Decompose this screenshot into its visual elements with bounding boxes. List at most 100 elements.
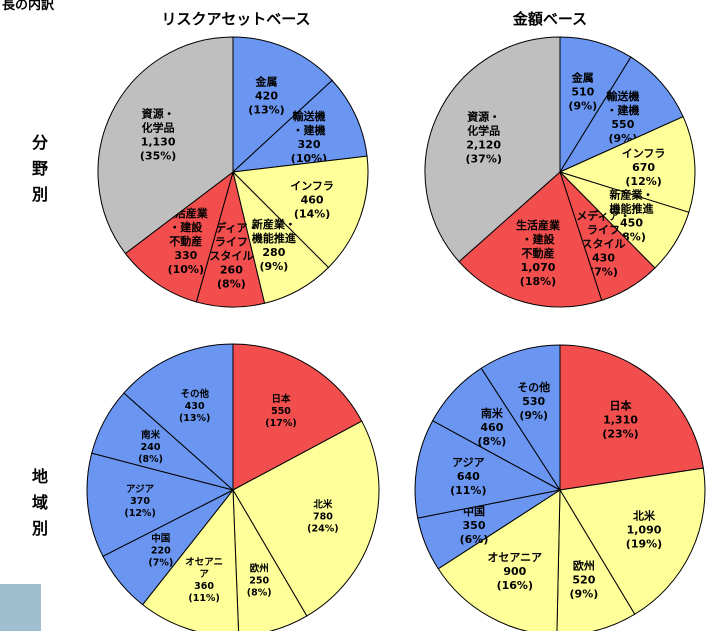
- slice-label-text: 欧州: [573, 559, 595, 573]
- pie-slice: [480, 344, 561, 492]
- column-title-amount: 金額ベース: [512, 10, 588, 28]
- pie-slice: [558, 56, 684, 174]
- slice-label-text: ・建設: [169, 220, 203, 234]
- slice-label-text: 320: [298, 138, 321, 151]
- slice-label-text: (13%): [179, 413, 210, 424]
- slice-label-text: 450: [620, 217, 643, 230]
- slice-label-text: 北米: [313, 498, 333, 510]
- slice-label-text: 260: [220, 264, 243, 277]
- slice-label-text: インフラ: [290, 179, 334, 192]
- slice-label-text: (12%): [625, 175, 661, 188]
- slice-label-text: 430: [592, 252, 615, 265]
- slice-label-text: 530: [522, 395, 545, 408]
- slice-label-text: (9%): [570, 588, 599, 601]
- slice-label-text: 機能推進: [610, 202, 655, 216]
- column-title-risk-asset: リスクアセットベース: [161, 10, 311, 28]
- pie-slice: [97, 36, 234, 255]
- slice-label-text: (23%): [602, 428, 638, 441]
- slice-label-text: 南米: [141, 429, 161, 441]
- slice-label-text: 2,120: [466, 139, 501, 152]
- slice-label-text: 資源・: [467, 110, 500, 124]
- slice-label-text: 550: [611, 118, 634, 131]
- slice-label-text: (7%): [148, 557, 173, 568]
- slice-label-text: (14%): [294, 207, 330, 220]
- slice-label-text: (8%): [478, 435, 507, 448]
- slice-label-text: その他: [517, 380, 550, 394]
- slice-label-text: 1,130: [141, 136, 176, 149]
- slice-label-text: ライフ: [587, 224, 620, 237]
- slice-label-text: (11%): [450, 484, 486, 497]
- slice-label-text: (16%): [497, 579, 533, 592]
- slice-label-text: 新産業・: [252, 217, 296, 231]
- slice-label-text: 機能推進: [252, 231, 297, 245]
- slice-label-text: アジア: [452, 456, 485, 469]
- slice-label-text: 240: [141, 442, 161, 453]
- slice-label-text: (10%): [168, 263, 204, 276]
- slice-label-text: 370: [130, 496, 150, 507]
- slice-label-text: 1,070: [521, 261, 556, 274]
- slice-label-text: ・建機: [293, 123, 326, 137]
- slice-label-text: 420: [255, 89, 278, 102]
- slice-label-text: (9%): [568, 100, 597, 113]
- slice-label-text: オセアニア: [487, 551, 542, 564]
- row-title-region: 地 域 別: [30, 464, 50, 542]
- slice-label-text: 510: [571, 86, 594, 99]
- slice-label-text: 中国: [151, 532, 170, 544]
- slice-label-text: (35%): [140, 150, 176, 163]
- slice-label-text: アジア: [126, 484, 155, 495]
- slice-label-text: 430: [185, 401, 205, 412]
- slice-label-text: (24%): [307, 523, 338, 534]
- pie-slice: [458, 171, 603, 308]
- row-title-char: 地: [31, 467, 48, 486]
- slice-label-text: ア: [199, 569, 209, 580]
- slice-label-text: ・建設: [522, 232, 556, 246]
- slice-label-text: 金属: [255, 74, 278, 88]
- slice-label-text: 資源・: [142, 107, 175, 121]
- slice-label-text: オセアニ: [185, 557, 223, 568]
- slice-label-text: (37%): [466, 153, 502, 166]
- slice-label-text: (11%): [188, 593, 219, 604]
- pie-slice: [232, 343, 363, 491]
- corner-label: 長の内訳: [2, 0, 55, 13]
- slice-label-text: ・建機: [606, 103, 639, 117]
- pie-slice: [556, 488, 636, 631]
- slice-label-text: 460: [301, 193, 324, 206]
- pie-chart-2: 日本550(17%)北米780(24%)欧州250(8%)オセアニア360(11…: [86, 343, 380, 631]
- pie-slice: [231, 79, 368, 173]
- slice-label-text: 化学品: [467, 124, 500, 138]
- slice-label-text: 輸送機: [606, 89, 639, 103]
- slice-label-text: 1,310: [603, 414, 638, 427]
- slice-label-text: 北米: [633, 508, 656, 522]
- slice-label-text: 250: [249, 576, 269, 587]
- slice-label-text: 新産業・: [610, 188, 654, 202]
- row-title-char: 分: [31, 133, 48, 152]
- row-title-sector: 分 野 別: [30, 130, 50, 208]
- slice-label-text: その他: [180, 388, 209, 400]
- slice-label-text: (8%): [138, 454, 163, 465]
- slice-label-text: (12%): [124, 508, 155, 519]
- slice-label-text: 欧州: [250, 563, 269, 575]
- slice-label-text: 670: [632, 161, 655, 174]
- slice-label-text: 不動産: [169, 234, 202, 248]
- pie-slice: [124, 170, 234, 303]
- slice-label-text: メディア・: [576, 209, 630, 223]
- slice-label-text: 金属: [571, 71, 594, 85]
- pie-slice: [424, 36, 561, 263]
